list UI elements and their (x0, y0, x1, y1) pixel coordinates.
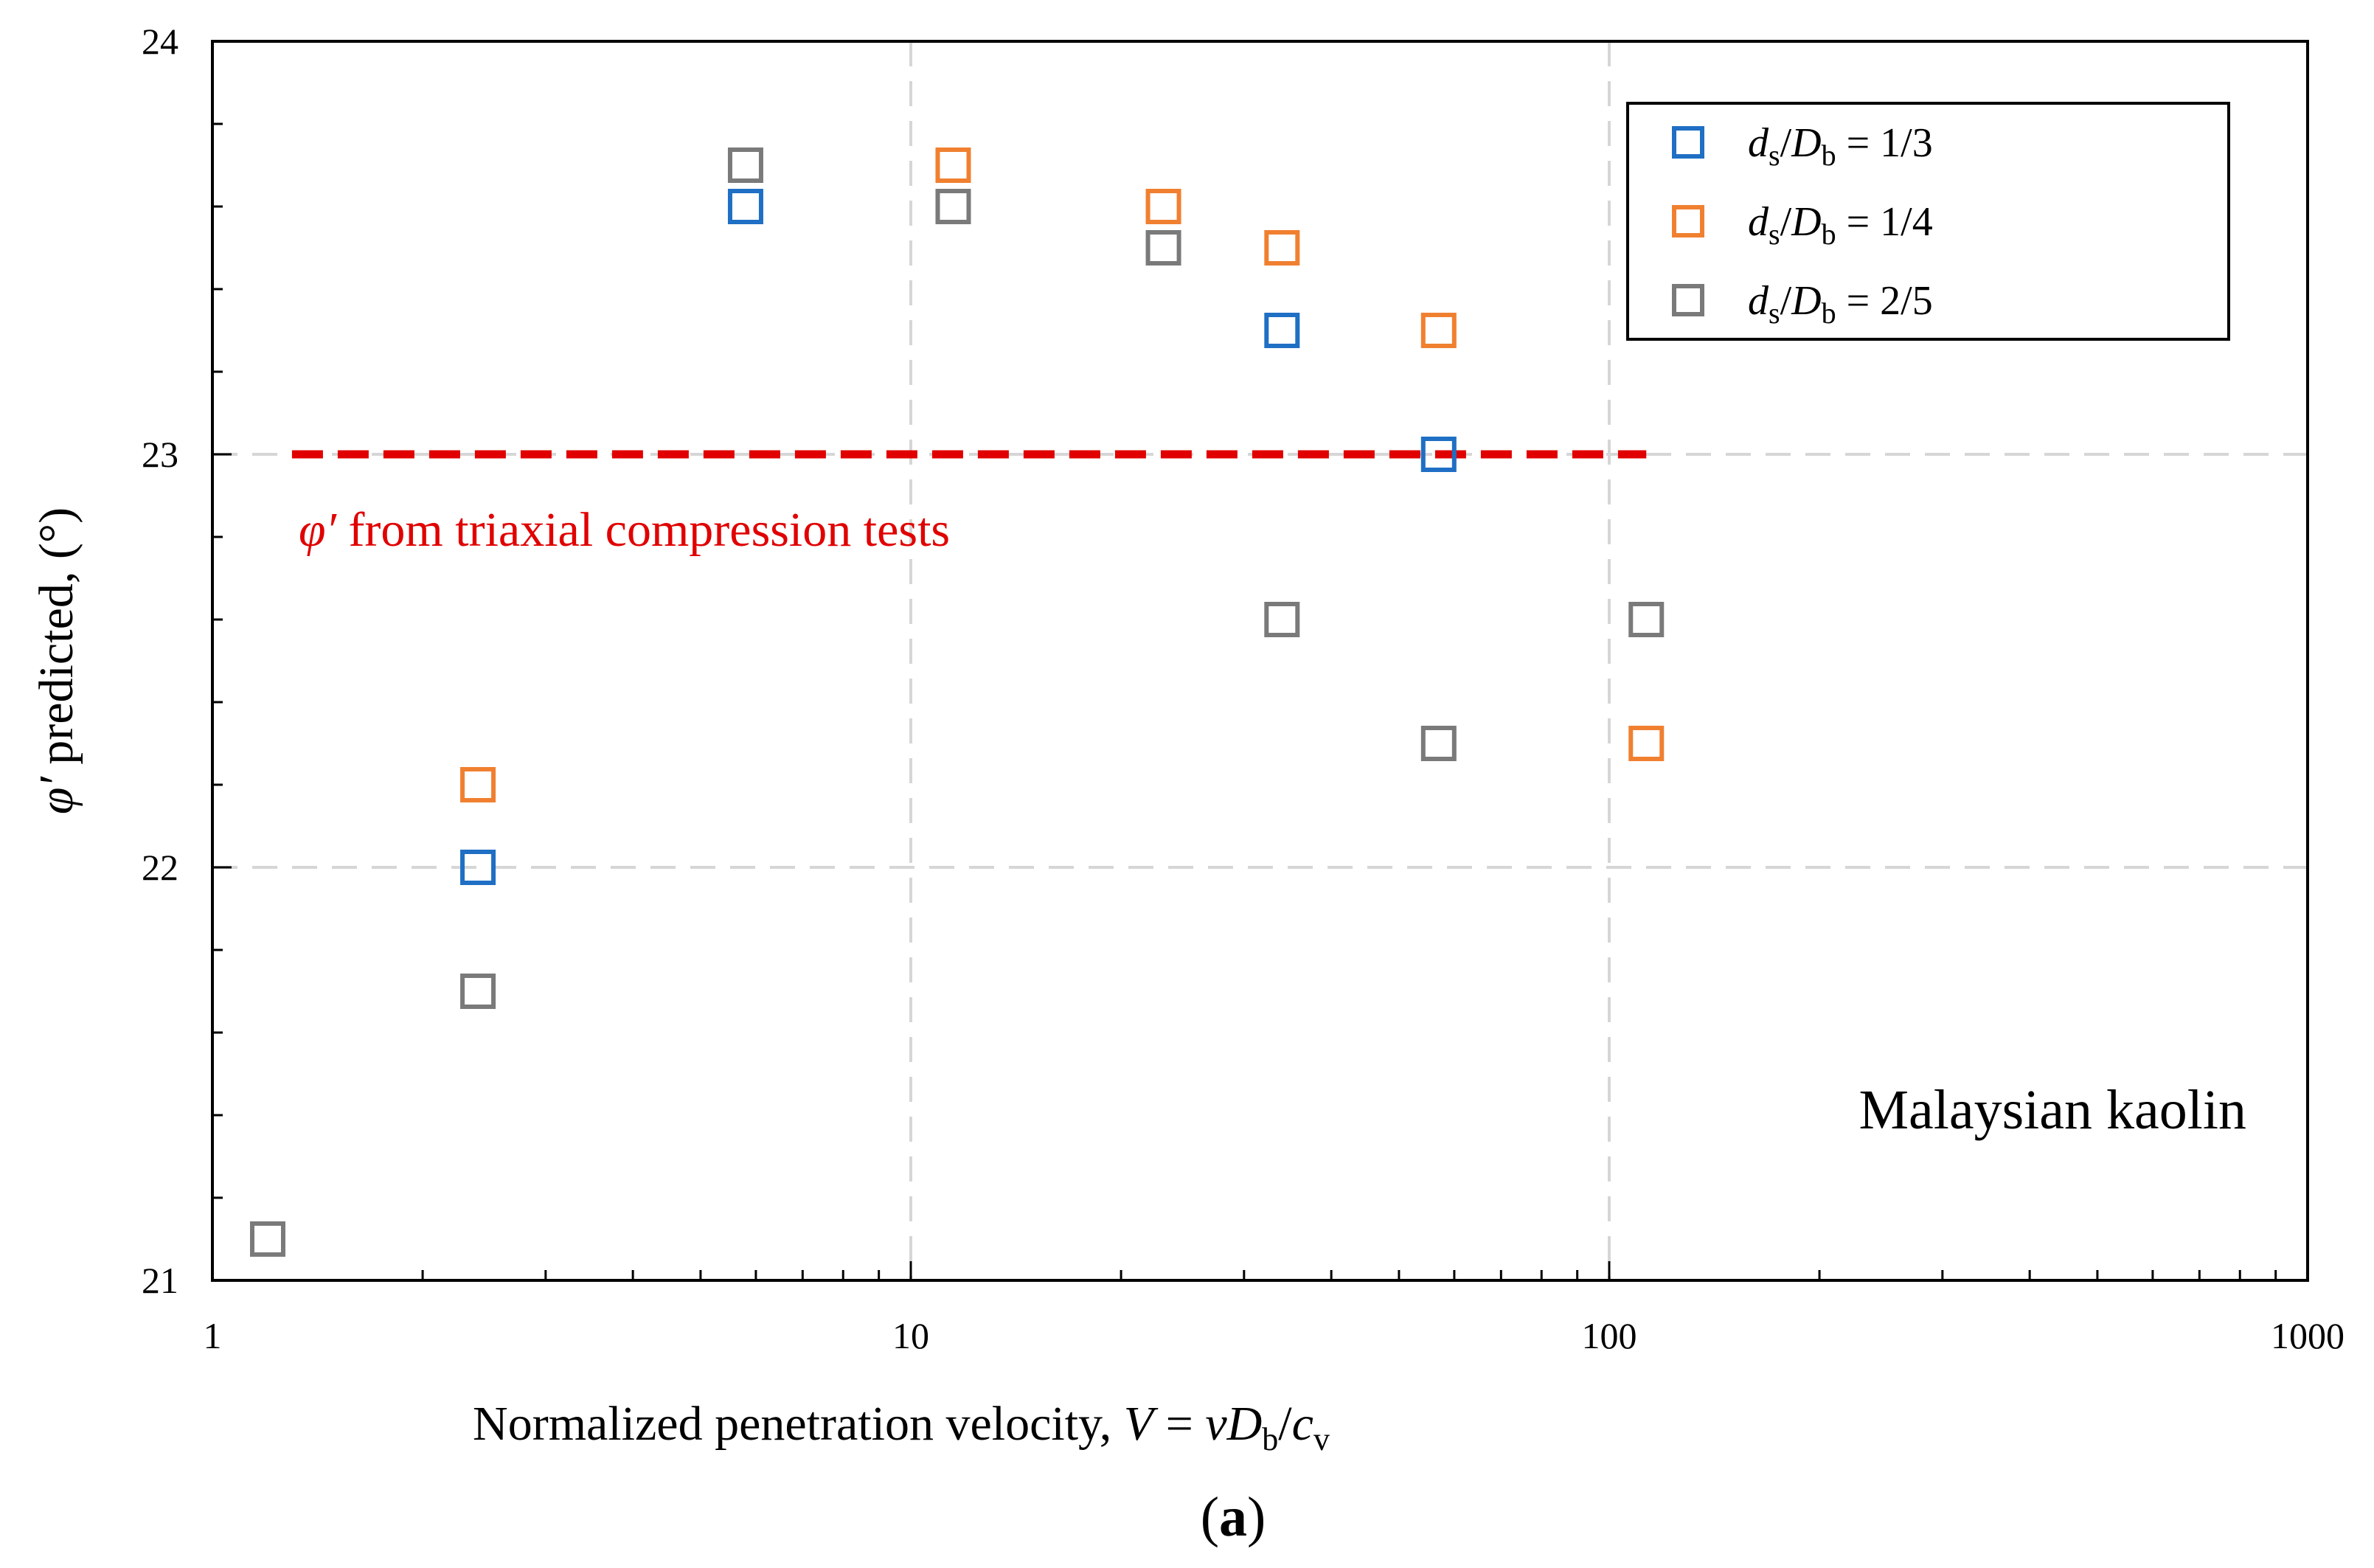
legend-label-part: = 1/3 (1836, 120, 1933, 166)
legend-label-part: b (1822, 218, 1836, 251)
axis-ticks (211, 40, 2309, 1282)
data-points (249, 148, 1665, 1257)
x-axis-title-c: c (1292, 1397, 1313, 1451)
legend-label-part: = 2/5 (1836, 278, 1933, 324)
data-point-series-2 (935, 148, 971, 183)
data-point-series-3 (935, 189, 971, 224)
data-point-series-3 (1628, 602, 1665, 637)
y-axis-title-rest: predicted, (°) (29, 507, 83, 777)
data-point-series-2 (1628, 726, 1665, 761)
legend-label-part: b (1822, 139, 1836, 172)
panel-label: (a) (1201, 1486, 1266, 1548)
x-tick-label: 1 (204, 1315, 222, 1356)
data-point-series-2 (1264, 230, 1300, 266)
legend: ds/Db = 1/3ds/Db = 1/4ds/Db = 2/5 (1626, 102, 2230, 341)
y-axis-title-phi: φ′ (29, 776, 83, 815)
x-axis-title-slash: / (1278, 1397, 1292, 1451)
legend-label-part: / (1780, 120, 1792, 166)
x-axis-title-D: D (1226, 1397, 1263, 1451)
legend-label-series-2: ds/Db = 1/4 (1748, 199, 1933, 251)
legend-label-part: b (1822, 296, 1836, 330)
plot-frame (211, 40, 2309, 1282)
material-annotation: Malaysian kaolin (1858, 1079, 2246, 1141)
data-point-series-1 (1420, 437, 1457, 472)
data-point-series-1 (460, 850, 496, 885)
data-point-series-1 (1264, 313, 1300, 348)
y-tick-labels: 21 22 23 24 (142, 21, 178, 1301)
data-point-series-2 (1145, 189, 1181, 224)
legend-label-part: D (1791, 120, 1821, 166)
x-axis-title-b: b (1262, 1421, 1278, 1457)
legend-marker-series-3 (1672, 284, 1704, 316)
data-point-series-2 (1420, 313, 1457, 348)
legend-label-part: d (1748, 120, 1769, 166)
reference-line-label-rest: from triaxial compression tests (336, 503, 950, 557)
y-tick-label: 22 (142, 847, 178, 888)
legend-label-part: d (1748, 199, 1769, 245)
x-tick-labels: 1 10 100 1000 (204, 1315, 2345, 1356)
data-point-series-3 (1420, 726, 1457, 761)
panel-label-letter: a (1219, 1486, 1247, 1548)
x-axis-title-vsub: v (1313, 1421, 1330, 1457)
x-axis-title-v: v (1205, 1397, 1227, 1451)
data-point-series-3 (1145, 230, 1181, 266)
legend-label-part: s (1769, 218, 1780, 251)
x-axis-title-prefix: Normalized penetration velocity, (473, 1397, 1124, 1451)
legend-label-part: / (1780, 278, 1792, 324)
legend-label-part: D (1791, 199, 1821, 245)
legend-label-series-1: ds/Db = 1/3 (1748, 120, 1933, 172)
y-tick-label: 23 (142, 434, 178, 475)
x-axis-title: Normalized penetration velocity, V = vDb… (473, 1397, 1330, 1457)
reference-line-label: φ′ from triaxial compression tests (299, 503, 950, 557)
legend-box (1626, 102, 2230, 341)
data-point-series-3 (727, 148, 763, 183)
data-point-series-3 (460, 974, 496, 1009)
data-point-series-2 (460, 767, 496, 802)
panel-label-close: ) (1247, 1486, 1266, 1548)
y-tick-label: 24 (142, 21, 178, 62)
legend-label-part: d (1748, 278, 1769, 324)
data-point-series-1 (727, 189, 763, 224)
legend-marker-series-2 (1672, 205, 1704, 237)
x-tick-label: 10 (892, 1315, 929, 1356)
reference-line-label-phi: φ′ (299, 503, 338, 557)
y-tick-label: 21 (142, 1260, 178, 1301)
x-axis-title-eq: = (1153, 1397, 1205, 1451)
legend-label-part: s (1769, 139, 1780, 172)
legend-label-part: D (1791, 278, 1821, 324)
data-point-series-3 (1264, 602, 1300, 637)
legend-label-part: s (1769, 296, 1780, 330)
panel-label-open: ( (1201, 1486, 1219, 1548)
x-axis-title-V: V (1124, 1397, 1159, 1451)
x-tick-label: 100 (1582, 1315, 1637, 1356)
data-point-series-3 (249, 1221, 285, 1257)
legend-label-series-3: ds/Db = 2/5 (1748, 278, 1933, 330)
y-axis-title: φ′ predicted, (°) (29, 507, 83, 814)
legend-marker-series-1 (1672, 126, 1704, 159)
legend-label-part: / (1780, 199, 1792, 245)
x-tick-label: 1000 (2271, 1315, 2345, 1356)
legend-label-part: = 1/4 (1836, 199, 1933, 245)
legend-items: ds/Db = 1/3ds/Db = 1/4ds/Db = 2/5 (1672, 120, 1933, 330)
